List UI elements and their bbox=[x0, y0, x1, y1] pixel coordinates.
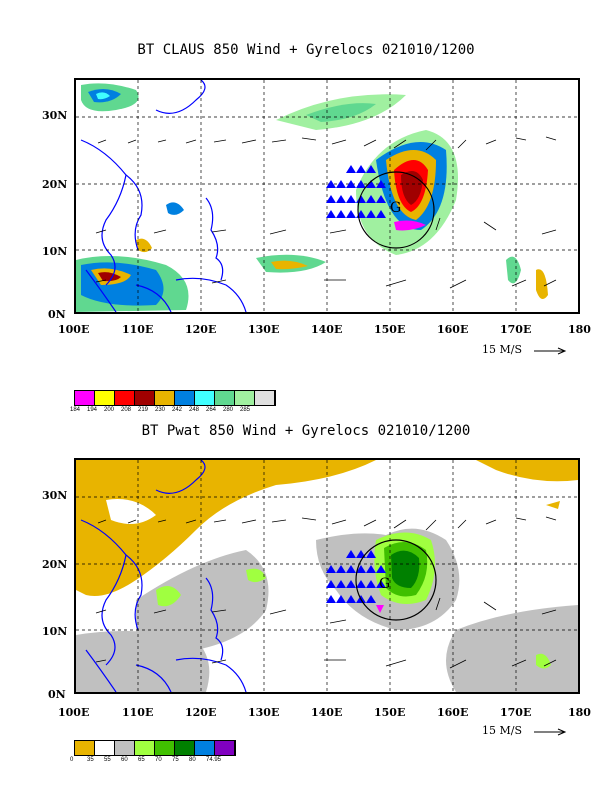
panel1-colorbar-tick: 264 bbox=[206, 407, 217, 413]
panel1-lon-160e: 160E bbox=[437, 323, 469, 336]
panel1-colorbar-swatch bbox=[195, 391, 215, 405]
panel1-colorbar-tick: 208 bbox=[121, 407, 132, 413]
panel2-lon-130e: 130E bbox=[248, 706, 280, 719]
panel1-colorbar-tick: 242 bbox=[172, 407, 183, 413]
panel2-coastlines bbox=[80, 460, 247, 692]
panel2-lon-170e: 170E bbox=[500, 706, 532, 719]
panel1-colorbar-tick: 248 bbox=[189, 407, 200, 413]
panel2-lon-150e: 150E bbox=[374, 706, 406, 719]
panel2-scale-arrow bbox=[534, 728, 567, 736]
panel1-lon-140e: 140E bbox=[311, 323, 343, 336]
panel1-colorbar-swatch bbox=[235, 391, 255, 405]
panel2-colorbar-tick: 80 bbox=[189, 757, 196, 763]
panel2-map: G bbox=[74, 458, 580, 694]
panel2-colorbar-tick: 55 bbox=[104, 757, 111, 763]
panel2-colorbar-tick: 75 bbox=[172, 757, 179, 763]
panel2-lon-140e: 140E bbox=[311, 706, 343, 719]
panel2-gyre-marker: G bbox=[379, 576, 390, 592]
panel1-title: BT CLAUS 850 Wind + Gyrelocs 021010/1200 bbox=[137, 42, 475, 58]
panel2-lat-20n: 20N bbox=[42, 558, 68, 571]
panel1-gridlines bbox=[76, 80, 578, 312]
panel1-colorbar-swatch bbox=[255, 391, 275, 405]
panel1-colorbar-swatch bbox=[155, 391, 175, 405]
panel2-lat-30n: 30N bbox=[42, 489, 68, 502]
panel1-lat-30n: 30N bbox=[42, 109, 68, 122]
panel2-map-canvas: G bbox=[76, 460, 578, 692]
panel2-colorbar-swatch bbox=[155, 741, 175, 755]
panel1-map-canvas: G bbox=[76, 80, 578, 312]
panel1-colorbar-swatch bbox=[115, 391, 135, 405]
panel1-gyre-circle bbox=[357, 171, 435, 249]
panel2-colorbar-tick: 65 bbox=[138, 757, 145, 763]
panel1-lon-180: 180 bbox=[568, 323, 591, 336]
panel2-gridlines bbox=[76, 460, 578, 692]
panel1-coastlines bbox=[80, 80, 247, 312]
panel2-lon-110e: 110E bbox=[122, 706, 154, 719]
panel2-colorbar bbox=[74, 740, 236, 756]
panel1-colorbar-tick: 280 bbox=[223, 407, 234, 413]
panel2-colorbar-tick: 35 bbox=[87, 757, 94, 763]
panel1-map: G bbox=[74, 78, 580, 314]
panel1-colorbar-tick: 200 bbox=[104, 407, 115, 413]
panel2-lon-120e: 120E bbox=[185, 706, 217, 719]
panel1-colorbar-swatch bbox=[135, 391, 155, 405]
panel1-lon-170e: 170E bbox=[500, 323, 532, 336]
panel1-scale-label: 15 M/S bbox=[482, 343, 522, 356]
panel1-lat-20n: 20N bbox=[42, 178, 68, 191]
panel2-scale-label: 15 M/S bbox=[482, 724, 522, 737]
panel2-wind-vectors bbox=[95, 516, 557, 669]
panel1-colorbar-tick: 184 bbox=[70, 407, 81, 413]
panel1-colorbar bbox=[74, 390, 276, 406]
panel2-lon-160e: 160E bbox=[437, 706, 469, 719]
panel2-lon-180: 180 bbox=[568, 706, 591, 719]
panel1-gyre-marker: G bbox=[390, 200, 401, 216]
panel1-colorbar-swatch bbox=[175, 391, 195, 405]
panel2-colorbar-ticks: 0 35 55 60 65 70 75 80 74.95 bbox=[70, 757, 227, 763]
panel2-colorbar-tick: 0 bbox=[70, 757, 74, 763]
panel2-colorbar-tick: 70 bbox=[155, 757, 162, 763]
panel2-colorbar-swatch bbox=[215, 741, 235, 755]
panel2-lon-100e: 100E bbox=[58, 706, 90, 719]
panel2-lat-0n: 0N bbox=[48, 688, 66, 701]
panel1-colorbar-swatch bbox=[75, 391, 95, 405]
panel1-lat-0n: 0N bbox=[48, 308, 66, 321]
panel2-colorbar-swatch bbox=[175, 741, 195, 755]
panel2-colorbar-swatch bbox=[115, 741, 135, 755]
panel1-scale-arrow bbox=[534, 347, 567, 355]
panel2-colorbar-tick: 60 bbox=[121, 757, 128, 763]
panel2-colorbar-swatch bbox=[135, 741, 155, 755]
panel1-lon-120e: 120E bbox=[185, 323, 217, 336]
panel1-colorbar-tick: 230 bbox=[155, 407, 166, 413]
panel1-gyre-triangles bbox=[326, 165, 386, 218]
panel1-colorbar-ticks: 184 194 200 208 219 230 242 248 264 280 … bbox=[70, 407, 261, 413]
panel2-colorbar-tick: 74.95 bbox=[206, 757, 222, 763]
panel2-colorbar-swatch bbox=[95, 741, 115, 755]
panel1-wind-vectors bbox=[95, 136, 557, 289]
panel1-colorbar-tick: 219 bbox=[138, 407, 149, 413]
panel1-lat-10n: 10N bbox=[42, 245, 68, 258]
panel2-colorbar-swatch bbox=[75, 741, 95, 755]
panel2-gyre-circle bbox=[355, 539, 437, 621]
panel2-colorbar-swatch bbox=[195, 741, 215, 755]
panel1-lon-110e: 110E bbox=[122, 323, 154, 336]
panel1-colorbar-swatch bbox=[215, 391, 235, 405]
panel1-lon-130e: 130E bbox=[248, 323, 280, 336]
panel1-colorbar-tick: 194 bbox=[87, 407, 98, 413]
panel1-lon-100e: 100E bbox=[58, 323, 90, 336]
panel2-lat-10n: 10N bbox=[42, 625, 68, 638]
panel1-colorbar-tick: 285 bbox=[240, 407, 251, 413]
panel2-title: BT Pwat 850 Wind + Gyrelocs 021010/1200 bbox=[141, 423, 471, 439]
panel1-colorbar-swatch bbox=[95, 391, 115, 405]
panel1-cloud-shading bbox=[76, 83, 548, 312]
panel1-lon-150e: 150E bbox=[374, 323, 406, 336]
